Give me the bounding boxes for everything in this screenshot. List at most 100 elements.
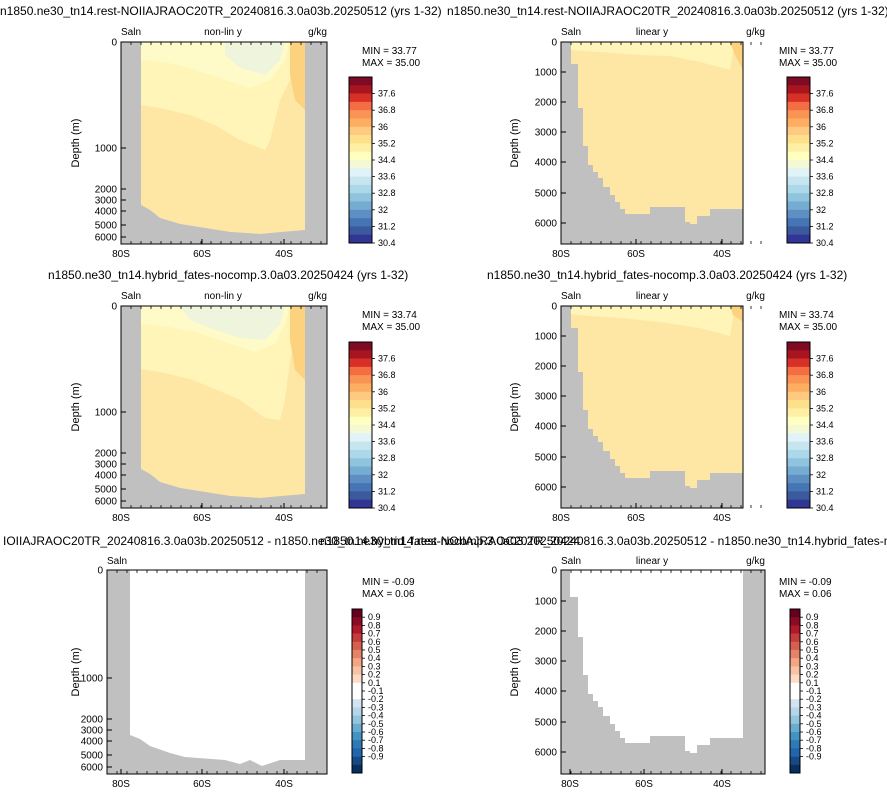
panel-3-colorbar: 37.6 36.8 36 35.2 34.4 33.6 32.8 32 31.2 30.4 — [786, 341, 834, 513]
panel-3-ytick-label: 1000 — [535, 332, 558, 343]
panel-5-min-text: MIN = -0.09 — [779, 577, 832, 588]
panel-0-colorbar-swatch — [349, 234, 372, 244]
panel-2-xtick-label: 80S — [112, 513, 130, 524]
panel-2-colorbar-swatch — [349, 491, 372, 500]
panel-1-salty-patch — [730, 42, 743, 70]
panel-4-colorbar-label: -0.7 — [368, 735, 384, 745]
panel-1-colorbar-swatch — [787, 143, 810, 152]
panel-1-colorbar-label: 35.2 — [816, 138, 834, 148]
panel-0-colorbar-swatch — [349, 126, 372, 136]
panel-0-ytick-label: 5000 — [95, 221, 118, 232]
panel-5-scale-label: linear y — [636, 556, 668, 567]
panel-2-colorbar-label: 34.4 — [378, 420, 396, 430]
panel-2-colorbar-swatch — [349, 425, 372, 434]
panel-5-colorbar-swatch — [790, 723, 800, 733]
panel-2-ytick-label: 2000 — [95, 449, 118, 460]
panel-0-colorbar-swatch — [349, 226, 372, 235]
panel-3-ytick-label: 5000 — [535, 453, 558, 464]
panel-5-ytick-label: 6000 — [535, 748, 558, 759]
panel-2-colorbar-swatch — [349, 416, 372, 426]
panel-3-variable-label: Saln — [561, 291, 581, 302]
panel-1-colorbar-label: 36.8 — [816, 105, 834, 115]
panel-1: n1850.ne30_tn14.rest-NOIIAJRAOC20TR_2024… — [447, 4, 887, 260]
panel-5-ytick-label: 2000 — [535, 627, 558, 638]
panel-5-colorbar-swatch — [790, 658, 800, 667]
panel-5-colorbar-swatch — [790, 691, 800, 700]
panel-2-colorbar-swatch — [349, 458, 372, 467]
panel-3-colorbar-label: 34.4 — [816, 420, 834, 430]
panel-5-ylabel: Depth (m) — [509, 648, 521, 697]
panel-1-colorbar-swatch — [787, 101, 810, 111]
panel-2-units-label: g/kg — [308, 291, 327, 302]
panel-0-ytick-label: 0 — [111, 38, 117, 49]
panel-5-colorbar-label: 0.1 — [806, 678, 819, 688]
panel-5-xtick-label: 60S — [635, 779, 653, 790]
panel-3-colorbar-swatch — [787, 433, 810, 442]
panel-3-land-mask — [561, 306, 743, 508]
panel-1-colorbar-swatch — [787, 201, 810, 211]
panel-2-ytick-label: 5000 — [95, 485, 118, 496]
panel-0-fresh-patch — [225, 42, 285, 75]
panel-1-colorbar-swatch — [787, 218, 810, 227]
panel-0-colorbar-swatch — [349, 143, 372, 152]
panel-2-max-text: MAX = 35.00 — [362, 322, 421, 333]
panel-4-colorbar-label: 0.8 — [368, 620, 381, 630]
panel-1-colorbar-swatch — [787, 234, 810, 244]
panel-5-colorbar-label: -0.6 — [806, 727, 822, 737]
panel-5-frame — [560, 569, 766, 775]
panel-5-colorbar-label: 0.6 — [806, 637, 819, 647]
panel-1-colorbar-swatch — [787, 118, 810, 128]
panel-4-colorbar-swatch — [352, 625, 362, 634]
panel-4-ytick-label: 0 — [97, 566, 103, 577]
panel-0-colorbar-label: 30.4 — [378, 238, 396, 248]
panel-5-colorbar-label: 0.7 — [806, 629, 819, 639]
panel-4-colorbar-swatch — [352, 682, 362, 692]
panel-3: n1850.ne30_tn14.hybrid_fates-nocomp.3.0a… — [487, 268, 847, 524]
panel-2-land-mask — [121, 306, 327, 508]
panel-1-colorbar-swatch — [787, 135, 810, 144]
panel-5-colorbar-label: -0.3 — [806, 702, 822, 712]
panel-4-xtick-label: 80S — [112, 779, 130, 790]
panel-3-colorbar-swatch — [787, 350, 810, 359]
panel-4-colorbar-swatch — [352, 641, 362, 651]
panel-1-axes: 0 1000 2000 3000 4000 5000 6000 80S 60S 40S — [535, 38, 762, 260]
panel-0-colorbar-swatch — [349, 93, 372, 103]
panel-0-salty-patch — [290, 42, 305, 110]
panel-4-variable-label: Saln — [107, 556, 127, 567]
panel-2-colorbar-label: 31.2 — [378, 486, 396, 496]
panel-1-colorbar-swatch — [787, 184, 810, 194]
panel-3-colorbar-swatch — [787, 408, 810, 417]
panel-1-title: n1850.ne30_tn14.rest-NOIIAJRAOC20TR_2024… — [447, 4, 887, 18]
panel-5-colorbar-swatch — [790, 748, 800, 757]
panel-5-colorbar-label: 0.2 — [806, 670, 819, 680]
panel-4-colorbar-swatch — [352, 666, 362, 675]
panel-1-colorbar-swatch — [787, 160, 810, 169]
panel-3-colorbar-swatch — [787, 491, 810, 500]
panel-0-colorbar-swatch — [349, 218, 372, 227]
panel-2-colorbar-label: 36 — [378, 387, 388, 397]
panel-1-colorbar-swatch — [787, 110, 810, 119]
panel-2-colorbar: 37.6 36.8 36 35.2 34.4 33.6 32.8 32 31.2 30.4 — [348, 341, 396, 513]
panel-1-scale-label: linear y — [636, 27, 668, 38]
panel-0-colorbar-label: 36.8 — [378, 105, 396, 115]
panel-0-frame — [120, 41, 328, 245]
panel-4-colorbar: 0.90.80.70.60.50.40.30.20.1-0.1-0.2-0.3-… — [351, 608, 384, 774]
panel-5-colorbar-label: 0.4 — [806, 653, 819, 663]
panel-4-colorbar-swatch — [352, 764, 362, 774]
panel-2-colorbar-swatch — [349, 391, 372, 401]
panel-3-colorbar-label: 33.6 — [816, 437, 834, 447]
panel-1-colorbar-swatch — [787, 151, 810, 161]
panel-4-title: IOIIAJRAOC20TR_20240816.3.0a03b.20250512… — [3, 534, 580, 548]
panel-2-title: n1850.ne30_tn14.hybrid_fates-nocomp.3.0a… — [48, 268, 408, 282]
panel-2-ytick-label: 1000 — [95, 408, 118, 419]
panel-0-colorbar-label: 33.6 — [378, 172, 396, 182]
panel-1-max-text: MAX = 35.00 — [779, 58, 838, 69]
panel-0-title: n1850.ne30_tn14.rest-NOIIAJRAOC20TR_2024… — [0, 4, 442, 18]
panel-2-colorbar-label: 35.2 — [378, 403, 396, 413]
panel-2-colorbar-label: 37.6 — [378, 354, 396, 364]
panel-2-colorbar-label: 36.8 — [378, 370, 396, 380]
panel-4-min-text: MIN = -0.09 — [362, 577, 415, 588]
panel-1-colorbar-label: 30.4 — [816, 238, 834, 248]
